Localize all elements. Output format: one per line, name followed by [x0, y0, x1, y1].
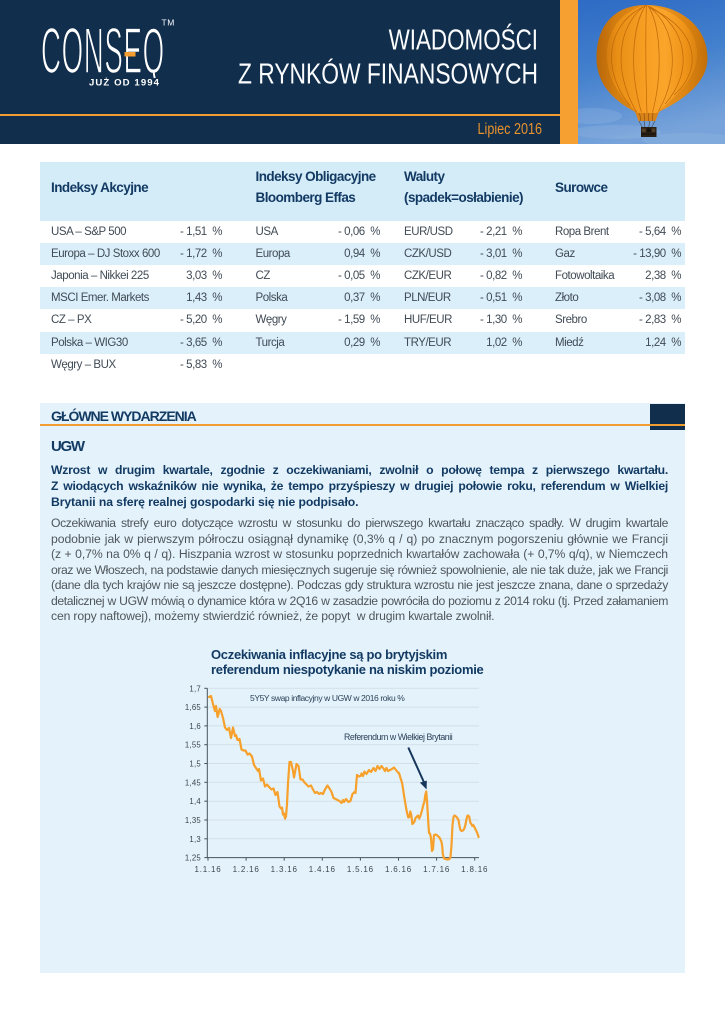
svg-text:1.2.16: 1.2.16: [233, 865, 260, 874]
svg-text:1.8.16: 1.8.16: [461, 865, 488, 874]
svg-text:JUŻ OD 1994: JUŻ OD 1994: [89, 78, 160, 89]
svg-text:1,45: 1,45: [185, 778, 202, 787]
svg-text:1.3.16: 1.3.16: [271, 865, 298, 874]
svg-text:1,3: 1,3: [189, 835, 201, 844]
svg-text:1,5: 1,5: [189, 760, 201, 769]
svg-text:1.4.16: 1.4.16: [309, 865, 336, 874]
svg-text:1.1.16: 1.1.16: [194, 865, 221, 874]
svg-text:Z RYNKÓW FINANSOWYCH: Z RYNKÓW FINANSOWYCH: [238, 57, 538, 90]
svg-text:Lipiec 2016: Lipiec 2016: [478, 121, 543, 138]
svg-text:1,6: 1,6: [189, 722, 201, 731]
svg-text:1.6.16: 1.6.16: [385, 865, 412, 874]
svg-text:WIADOMOŚCI: WIADOMOŚCI: [389, 22, 538, 56]
svg-text:CONSEQ: CONSEQ: [41, 15, 165, 88]
svg-text:TM: TM: [162, 18, 175, 28]
svg-text:1,7: 1,7: [189, 684, 201, 693]
svg-text:1.7.16: 1.7.16: [423, 865, 450, 874]
svg-text:1,25: 1,25: [185, 854, 202, 863]
svg-text:1,55: 1,55: [185, 741, 202, 750]
svg-text:1,4: 1,4: [189, 797, 201, 806]
svg-text:1,35: 1,35: [185, 816, 202, 825]
svg-text:1,65: 1,65: [185, 703, 202, 712]
svg-text:1.5.16: 1.5.16: [347, 865, 374, 874]
